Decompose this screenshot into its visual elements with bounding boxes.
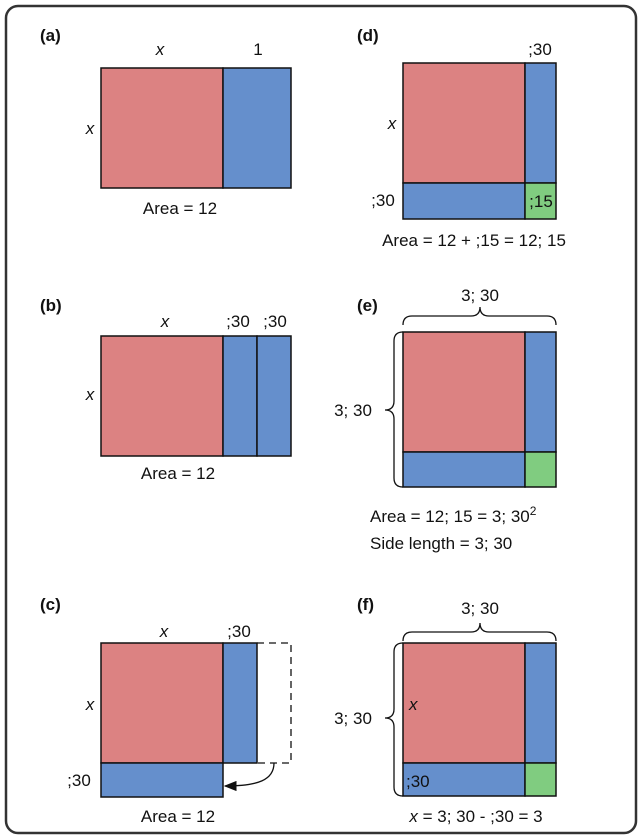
panel-f-right-strip xyxy=(524,642,557,764)
panel-d-corner-square xyxy=(524,182,557,220)
panel-b-half-strip-1 xyxy=(222,335,258,457)
panel-f-tag: (f) xyxy=(357,595,374,614)
panel-f-x-square xyxy=(402,642,526,764)
panel-e-side-length-label: Side length = 3; 30 xyxy=(370,534,512,553)
panel-f-side-label: 3; 30 xyxy=(334,709,372,728)
panel-c-move-arrow xyxy=(223,762,275,792)
panel-d: (d) ;30 x ;30 ;15 Area = 12 + ;15 = 12; … xyxy=(357,26,566,250)
panel-a-x-side-label: x xyxy=(85,119,95,138)
panel-b-half-label-2: ;30 xyxy=(263,312,287,331)
panel-a-x-square xyxy=(100,67,224,189)
panel-f-top-label: 3; 30 xyxy=(461,599,499,618)
panel-e-right-strip xyxy=(524,331,557,453)
panel-c-tag: (c) xyxy=(40,595,61,614)
panel-e-side-label: 3; 30 xyxy=(334,401,372,420)
panel-c-half-top-label: ;30 xyxy=(227,622,251,641)
panel-b-half-label-1: ;30 xyxy=(226,312,250,331)
panel-a-x-top-label: x xyxy=(155,40,165,59)
panel-c-x-square xyxy=(100,642,224,764)
panel-f-half-inner-label: ;30 xyxy=(406,772,430,791)
panel-a-one-label: 1 xyxy=(253,40,262,59)
panel-e-corner-square xyxy=(524,451,557,488)
panel-a-area-label: Area = 12 xyxy=(143,199,217,218)
panel-e-top-brace xyxy=(402,306,557,326)
panel-c-bottom-strip xyxy=(100,762,224,798)
panel-b-x-top-label: x xyxy=(160,312,170,331)
panel-a: (a) x 1 x Area = 12 xyxy=(40,26,292,218)
panel-c-half-side-label: ;30 xyxy=(67,771,91,790)
panel-e-area-exponent: 2 xyxy=(530,504,537,518)
panel-d-corner-label: ;15 xyxy=(529,192,553,211)
panel-e-bottom-strip xyxy=(402,451,526,488)
panel-d-tag: (d) xyxy=(357,26,379,45)
panel-d-x-square xyxy=(402,62,526,184)
panel-b-x-square xyxy=(100,335,224,457)
panel-b: (b) x ;30 ;30 x Area = 12 xyxy=(40,296,292,483)
panel-a-tag: (a) xyxy=(40,26,61,45)
panel-e-x-square xyxy=(402,331,526,453)
panel-e-top-label: 3; 30 xyxy=(461,286,499,305)
panel-d-x-side-label: x xyxy=(387,114,397,133)
panel-f-top-brace xyxy=(402,622,557,642)
panel-c: (c) x ;30 x ;30 Area = 12 xyxy=(40,595,292,826)
panel-f-equation-rest: = 3; 30 - ;30 = 3 xyxy=(418,807,543,826)
panel-d-right-strip xyxy=(524,62,557,184)
panel-f-equation-variable: x xyxy=(408,807,418,826)
panel-c-right-strip xyxy=(222,642,258,764)
panel-f-side-brace xyxy=(384,642,404,797)
panel-f-x-inner-label: x xyxy=(408,695,418,714)
panel-d-area-label: Area = 12 + ;15 = 12; 15 xyxy=(382,231,566,250)
panel-e-area-label: Area = 12; 15 = 3; 302 xyxy=(370,504,537,526)
panel-d-half-side-label: ;30 xyxy=(371,191,395,210)
panel-c-x-side-label: x xyxy=(85,695,95,714)
panel-b-half-strip-2 xyxy=(256,335,292,457)
panel-d-bottom-strip xyxy=(402,182,526,220)
panel-e: (e) 3; 30 3; 30 Area = 12; 15 = 3; 302 S… xyxy=(334,286,557,553)
panel-f-equation-label: x = 3; 30 - ;30 = 3 xyxy=(408,807,542,826)
panel-e-side-brace xyxy=(384,331,404,488)
panel-c-area-label: Area = 12 xyxy=(141,807,215,826)
panel-c-x-top-label: x xyxy=(159,622,169,641)
panel-b-x-side-label: x xyxy=(85,385,95,404)
panel-d-half-top-label: ;30 xyxy=(528,40,552,59)
panel-e-tag: (e) xyxy=(357,296,378,315)
panel-b-area-label: Area = 12 xyxy=(141,464,215,483)
panel-e-area-text: Area = 12; 15 = 3; 30 xyxy=(370,507,530,526)
panel-f: (f) 3; 30 3; 30 x ;30 x = 3; 30 - ;30 = … xyxy=(334,595,557,826)
panel-b-tag: (b) xyxy=(40,296,62,315)
panel-a-one-strip xyxy=(222,67,292,189)
panel-f-corner-square xyxy=(524,762,557,797)
